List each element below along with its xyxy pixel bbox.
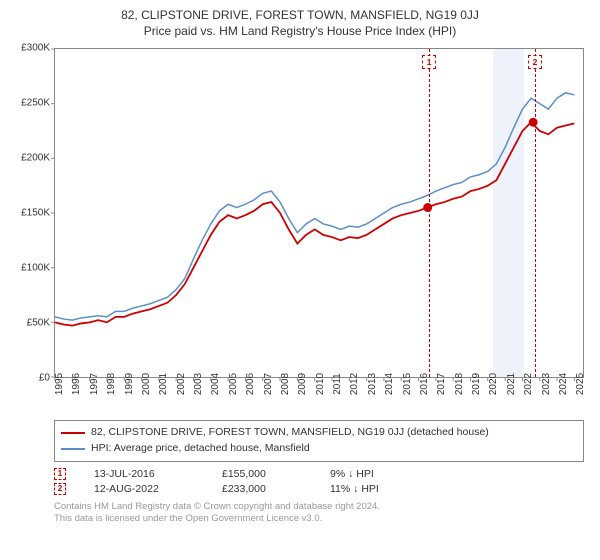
x-axis-label: 1999 xyxy=(124,373,135,395)
sale-price: £233,000 xyxy=(222,483,302,495)
plot-wrap: 12 £0£50K£100K£150K£200K£250K£300K199519… xyxy=(10,44,590,414)
sale-date: 12-AUG-2022 xyxy=(94,483,194,495)
y-axis-label: £50K xyxy=(27,318,50,329)
sale-price: £155,000 xyxy=(222,468,302,480)
legend-label: HPI: Average price, detached house, Mans… xyxy=(91,441,310,457)
x-axis-label: 2018 xyxy=(454,373,465,395)
y-axis-label: £100K xyxy=(21,263,50,274)
chart-title: 82, CLIPSTONE DRIVE, FOREST TOWN, MANSFI… xyxy=(10,8,590,22)
x-axis-label: 2024 xyxy=(558,373,569,395)
x-axis-label: 2012 xyxy=(349,373,360,395)
sales-table: 1 13-JUL-2016 £155,000 9% ↓ HPI 2 12-AUG… xyxy=(54,468,584,495)
sale-delta: 9% ↓ HPI xyxy=(330,468,374,480)
x-axis-label: 2010 xyxy=(315,373,326,395)
x-axis-label: 2011 xyxy=(332,373,343,395)
x-axis-label: 2025 xyxy=(575,373,586,395)
y-axis-label: £0 xyxy=(39,373,50,384)
x-axis-label: 2014 xyxy=(384,373,395,395)
sale-date: 13-JUL-2016 xyxy=(94,468,194,480)
chart-svg xyxy=(55,49,583,377)
x-axis-label: 2023 xyxy=(541,373,552,395)
sale-dot xyxy=(529,118,538,127)
footer-attribution: Contains HM Land Registry data © Crown c… xyxy=(54,501,590,527)
x-axis-label: 2015 xyxy=(402,373,413,395)
x-axis-label: 2001 xyxy=(158,373,169,395)
sale-marker-icon: 1 xyxy=(54,468,66,480)
x-axis-label: 2005 xyxy=(228,373,239,395)
x-axis-label: 2006 xyxy=(245,373,256,395)
x-axis-label: 2022 xyxy=(523,373,534,395)
y-axis-label: £200K xyxy=(21,153,50,164)
legend-box: 82, CLIPSTONE DRIVE, FOREST TOWN, MANSFI… xyxy=(54,420,584,462)
series-line xyxy=(55,93,574,320)
sale-vline xyxy=(429,49,430,377)
legend-row: HPI: Average price, detached house, Mans… xyxy=(61,441,577,457)
legend-swatch xyxy=(61,432,85,434)
chart-container: 82, CLIPSTONE DRIVE, FOREST TOWN, MANSFI… xyxy=(0,0,600,560)
y-axis-label: £250K xyxy=(21,98,50,109)
x-axis-label: 2013 xyxy=(367,373,378,395)
legend-row: 82, CLIPSTONE DRIVE, FOREST TOWN, MANSFI… xyxy=(61,425,577,441)
x-axis-label: 2007 xyxy=(263,373,274,395)
y-axis-label: £300K xyxy=(21,43,50,54)
x-axis-label: 2020 xyxy=(488,373,499,395)
x-axis-label: 1997 xyxy=(89,373,100,395)
sale-marker-box: 2 xyxy=(528,55,542,69)
sale-row: 2 12-AUG-2022 £233,000 11% ↓ HPI xyxy=(54,483,584,495)
footer-line: Contains HM Land Registry data © Crown c… xyxy=(54,501,590,514)
series-line xyxy=(55,122,574,325)
sale-vline xyxy=(535,49,536,377)
x-axis-label: 2003 xyxy=(193,373,204,395)
sale-dot xyxy=(423,203,432,212)
footer-line: This data is licensed under the Open Gov… xyxy=(54,513,590,526)
plot-area: 12 xyxy=(54,48,584,378)
x-axis-label: 1998 xyxy=(106,373,117,395)
sale-marker-icon: 2 xyxy=(54,483,66,495)
x-axis-label: 2019 xyxy=(471,373,482,395)
legend-swatch xyxy=(61,448,85,450)
x-axis-label: 2008 xyxy=(280,373,291,395)
x-axis-label: 2000 xyxy=(141,373,152,395)
sale-delta: 11% ↓ HPI xyxy=(330,483,379,495)
x-axis-label: 2004 xyxy=(210,373,221,395)
x-axis-label: 2017 xyxy=(436,373,447,395)
x-axis-label: 2021 xyxy=(506,373,517,395)
legend-label: 82, CLIPSTONE DRIVE, FOREST TOWN, MANSFI… xyxy=(91,425,489,441)
x-axis-label: 2016 xyxy=(419,373,430,395)
sale-row: 1 13-JUL-2016 £155,000 9% ↓ HPI xyxy=(54,468,584,480)
sale-marker-box: 1 xyxy=(422,55,436,69)
x-axis-label: 2009 xyxy=(297,373,308,395)
x-axis-label: 1996 xyxy=(71,373,82,395)
x-axis-label: 1995 xyxy=(54,373,65,395)
chart-subtitle: Price paid vs. HM Land Registry's House … xyxy=(10,24,590,38)
y-axis-label: £150K xyxy=(21,208,50,219)
x-axis-label: 2002 xyxy=(176,373,187,395)
